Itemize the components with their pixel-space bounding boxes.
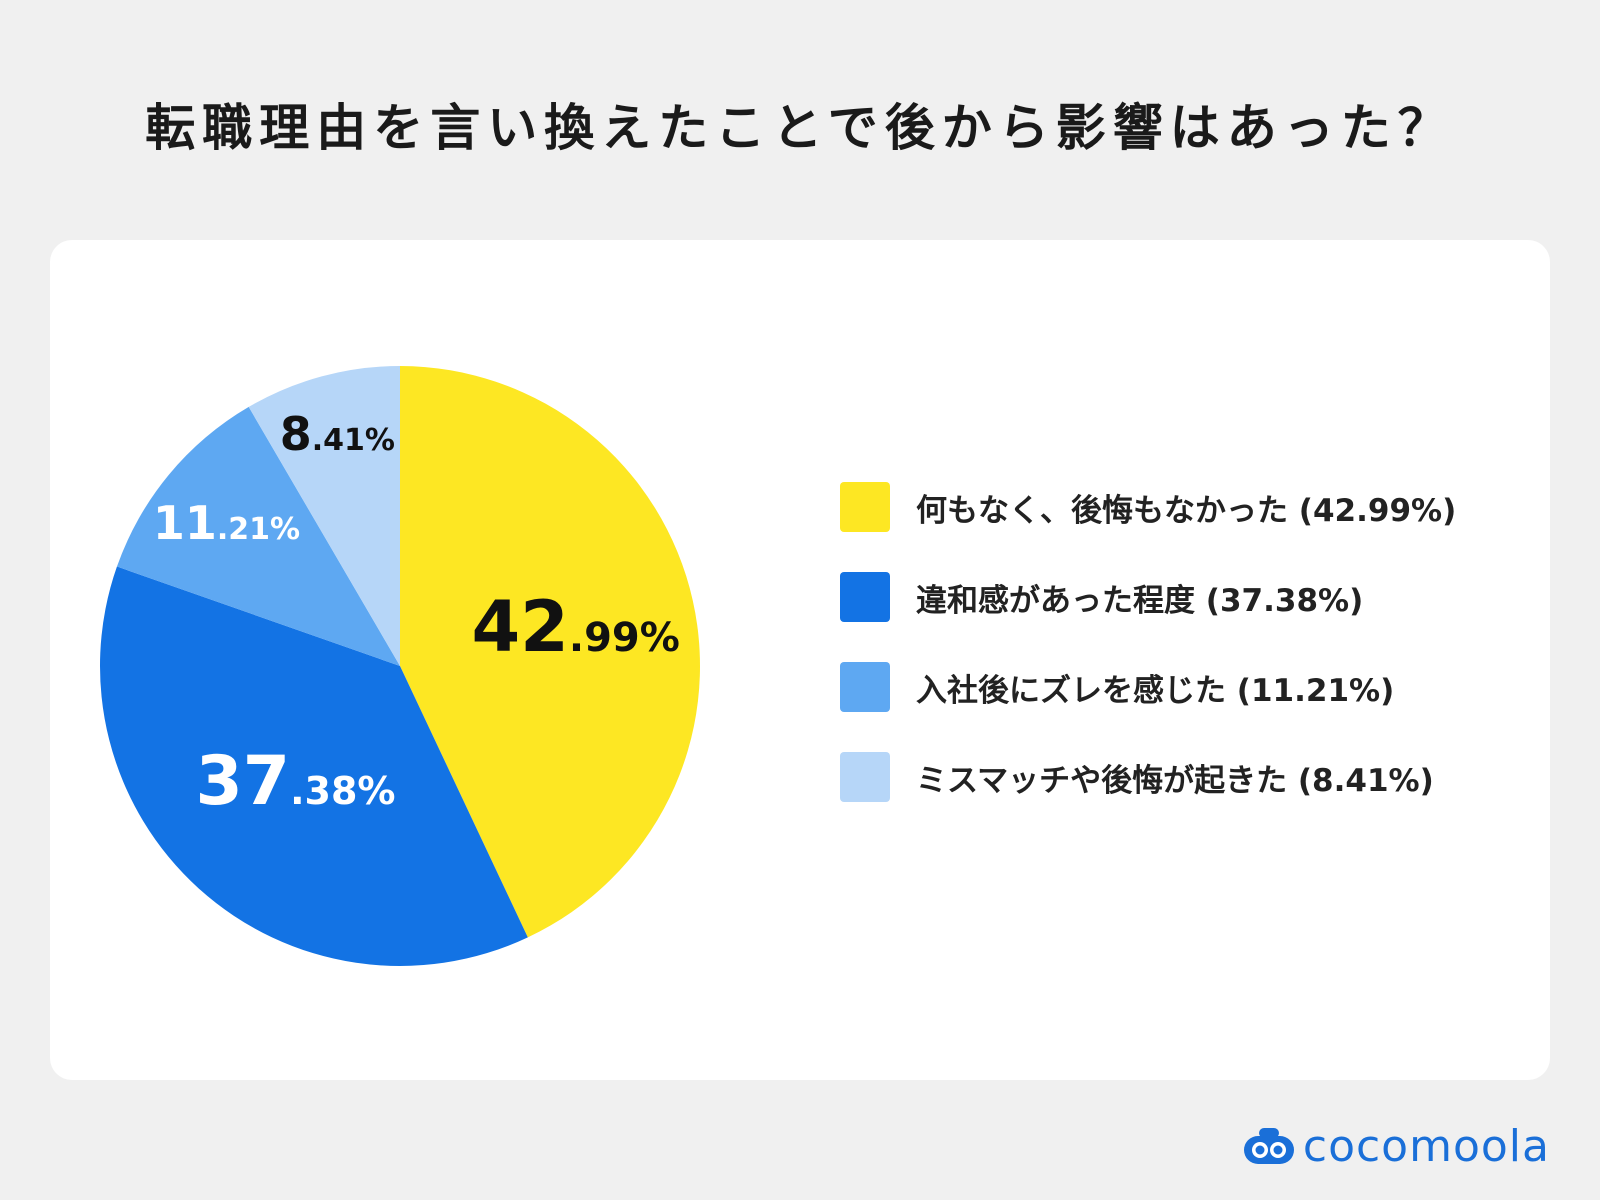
legend-swatch — [840, 752, 890, 802]
slice-value-integer: 42 — [471, 585, 569, 668]
slice-value-decimal: .41% — [311, 423, 395, 459]
legend-item: 入社後にズレを感じた (11.21%) — [840, 662, 1456, 712]
slice-value-label: 42.99% — [471, 592, 679, 662]
slice-value-integer: 11 — [152, 495, 217, 550]
slice-value-label: 37.38% — [195, 747, 396, 816]
legend-item: ミスマッチや後悔が起きた (8.41%) — [840, 752, 1456, 802]
legend-swatch — [840, 572, 890, 622]
pie-slice — [100, 566, 528, 966]
legend-item: 何もなく、後悔もなかった (42.99%) — [840, 482, 1456, 532]
slice-value-decimal: .99% — [568, 614, 680, 661]
legend-label: 違和感があった程度 (37.38%) — [916, 582, 1364, 619]
slice-value-integer: 8 — [279, 407, 312, 462]
slice-value-integer: 37 — [195, 741, 291, 821]
legend-swatch — [840, 482, 890, 532]
brand-logo: cocomoola — [1241, 1121, 1550, 1172]
legend-swatch — [840, 662, 890, 712]
slice-value-decimal: .21% — [216, 511, 301, 547]
slice-value-label: 11.21% — [153, 500, 300, 546]
logo-text: cocomoola — [1302, 1121, 1550, 1172]
pie-slice — [248, 366, 400, 666]
pie-slice — [400, 366, 701, 938]
legend-label: 入社後にズレを感じた (11.21%) — [916, 672, 1395, 709]
pie-slice — [116, 406, 400, 666]
logo-icon — [1243, 1127, 1294, 1164]
chart-title: 転職理由を言い換えたことで後から影響はあった？ — [145, 99, 1455, 157]
chart-card: 42.99% 37.38% 11.21% 8.41% 何もなく、後悔もなかった (42… — [50, 240, 1550, 1080]
legend: 何もなく、後悔もなかった (42.99%) 違和感があった程度 (37.38%)… — [840, 482, 1456, 842]
pie-chart — [100, 366, 701, 966]
legend-item: 違和感があった程度 (37.38%) — [840, 572, 1456, 622]
slice-value-label: 8.41% — [280, 411, 395, 457]
legend-label: 何もなく、後悔もなかった (42.99%) — [916, 492, 1457, 529]
legend-label: ミスマッチや後悔が起きた (8.41%) — [916, 762, 1434, 799]
slice-value-decimal: .38% — [290, 768, 396, 813]
